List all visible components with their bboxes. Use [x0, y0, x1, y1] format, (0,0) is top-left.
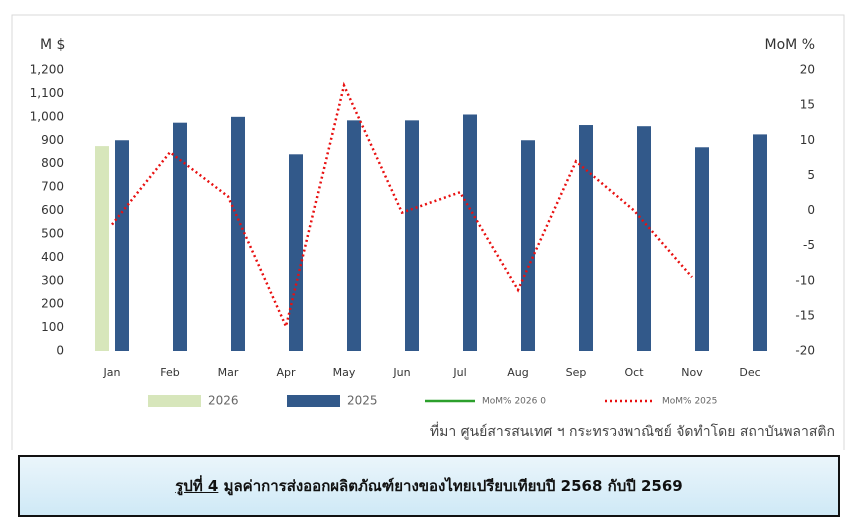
legend-label: 2025: [347, 394, 378, 408]
x-tick-label: Aug: [507, 366, 528, 379]
chart: M $ MoM % ที่มา ศูนย์สารสนเทศ ฯ กระทรวงพ…: [11, 14, 845, 450]
x-tick-label: Jan: [103, 366, 121, 379]
x-tick-label: Nov: [681, 366, 703, 379]
bar: [115, 140, 129, 351]
bar: [405, 120, 419, 352]
y2-tick-label: 5: [807, 168, 815, 182]
y2-tick-label: 10: [800, 133, 815, 147]
caption-label: รูปที่ 4: [175, 477, 219, 495]
caption: รูปที่ 4 มูลค่าการส่งออกผลิตภัณฑ์ยางของไ…: [18, 455, 840, 517]
caption-text: มูลค่าการส่งออกผลิตภัณฑ์ยางของไทยเปรียบเ…: [223, 477, 683, 495]
y-tick-label: 1,000: [30, 109, 64, 123]
y-tick-label: 200: [41, 297, 64, 311]
legend-swatch: [148, 395, 201, 407]
legend-label: MoM% 2025: [662, 397, 717, 407]
y-tick-label: 400: [41, 250, 64, 264]
legend-label: 2026: [208, 394, 239, 408]
y-tick-label: 100: [41, 320, 64, 334]
line: [111, 81, 693, 331]
bar: [289, 154, 303, 351]
x-tick-label: May: [333, 366, 356, 379]
y2-tick-label: 20: [800, 63, 815, 77]
x-tick-label: Jun: [392, 366, 410, 379]
y-tick-label: 0: [56, 344, 64, 358]
bar: [521, 140, 535, 351]
bar: [347, 120, 361, 352]
bar: [463, 114, 477, 351]
bar: [753, 134, 767, 351]
y-tick-label: 900: [41, 133, 64, 147]
y-tick-label: 700: [41, 180, 64, 194]
y-tick-label: 500: [41, 226, 64, 240]
y2-axis-label: MoM %: [765, 37, 815, 53]
bar: [231, 116, 245, 351]
y2-tick-label: -10: [795, 273, 815, 287]
x-tick-label: Feb: [160, 366, 179, 379]
bar: [695, 147, 709, 351]
y-tick-label: 1,200: [30, 63, 64, 77]
x-tick-label: Apr: [276, 366, 296, 379]
x-tick-label: Oct: [624, 366, 644, 379]
y2-tick-label: -5: [803, 238, 815, 252]
x-tick-label: Jul: [452, 366, 466, 379]
legend-swatch: [287, 395, 340, 407]
bar: [579, 125, 593, 351]
bar: [173, 122, 187, 351]
y-tick-label: 800: [41, 156, 64, 170]
bar: [637, 126, 651, 351]
x-tick-label: Dec: [739, 366, 760, 379]
y-tick-label: 600: [41, 203, 64, 217]
y2-tick-label: 0: [807, 203, 815, 217]
y2-tick-label: -20: [795, 344, 815, 358]
bar: [95, 146, 109, 351]
y2-tick-label: 15: [800, 98, 815, 112]
y-axis-label: M $: [40, 37, 65, 53]
x-tick-label: Mar: [218, 366, 239, 379]
legend-label: MoM% 2026 0: [482, 397, 546, 407]
chart-frame: [11, 14, 845, 450]
y-tick-label: 300: [41, 273, 64, 287]
y2-tick-label: -15: [795, 308, 815, 322]
x-tick-label: Sep: [566, 366, 587, 379]
y-tick-label: 1,100: [30, 86, 64, 100]
source-note: ที่มา ศูนย์สารสนเทศ ฯ กระทรวงพาณิชย์ จัด…: [430, 422, 835, 440]
